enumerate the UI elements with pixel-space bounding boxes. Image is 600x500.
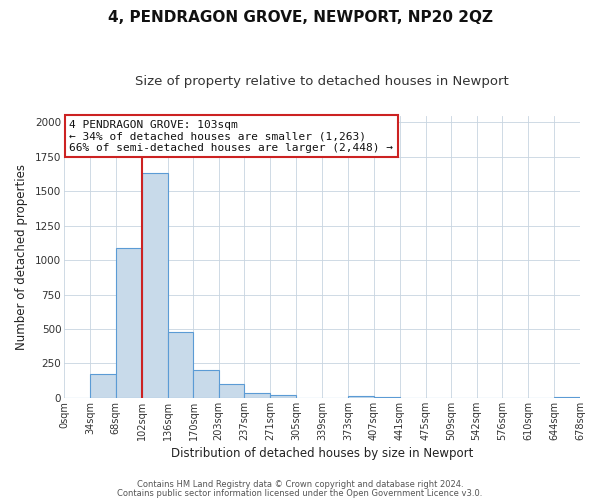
Bar xyxy=(218,384,244,398)
Bar xyxy=(116,248,142,398)
X-axis label: Distribution of detached houses by size in Newport: Distribution of detached houses by size … xyxy=(171,447,473,460)
Text: Contains public sector information licensed under the Open Government Licence v3: Contains public sector information licen… xyxy=(118,488,482,498)
Text: 4 PENDRAGON GROVE: 103sqm
← 34% of detached houses are smaller (1,263)
66% of se: 4 PENDRAGON GROVE: 103sqm ← 34% of detac… xyxy=(69,120,393,153)
Y-axis label: Number of detached properties: Number of detached properties xyxy=(15,164,28,350)
Text: Contains HM Land Registry data © Crown copyright and database right 2024.: Contains HM Land Registry data © Crown c… xyxy=(137,480,463,489)
Bar xyxy=(374,397,400,398)
Bar xyxy=(90,374,116,398)
Title: Size of property relative to detached houses in Newport: Size of property relative to detached ho… xyxy=(135,75,509,88)
Bar xyxy=(142,174,167,398)
Text: 4, PENDRAGON GROVE, NEWPORT, NP20 2QZ: 4, PENDRAGON GROVE, NEWPORT, NP20 2QZ xyxy=(107,10,493,25)
Bar xyxy=(193,370,218,398)
Bar xyxy=(244,393,271,398)
Bar xyxy=(167,332,193,398)
Bar xyxy=(271,395,296,398)
Bar xyxy=(348,396,374,398)
Bar xyxy=(554,396,580,398)
